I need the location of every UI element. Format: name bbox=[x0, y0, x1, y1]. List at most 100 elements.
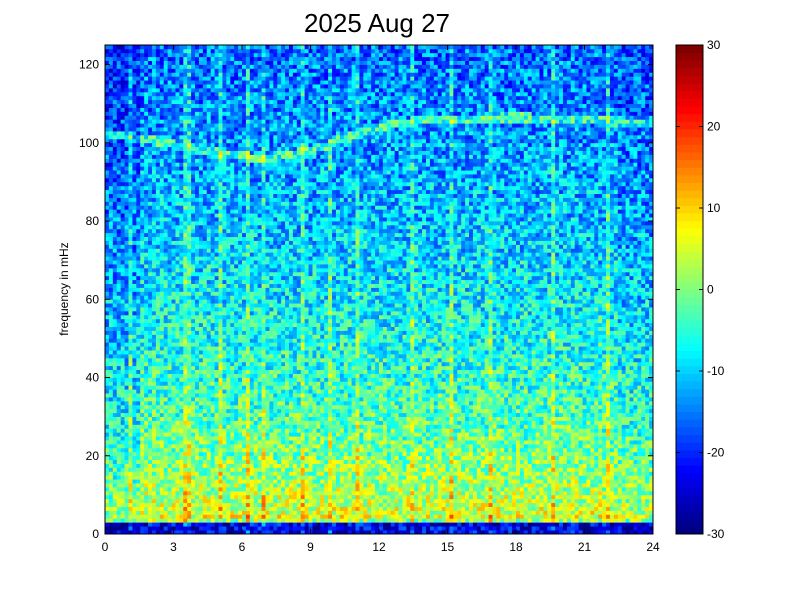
heatmap-cell bbox=[187, 475, 192, 480]
heatmap-cell bbox=[328, 424, 333, 429]
heatmap-cell bbox=[394, 424, 399, 429]
heatmap-cell bbox=[433, 424, 439, 429]
heatmap-cell bbox=[195, 420, 200, 425]
heatmap-cell bbox=[332, 490, 337, 496]
heatmap-cell bbox=[476, 510, 482, 515]
heatmap-cell bbox=[613, 440, 619, 445]
heatmap-cell bbox=[355, 440, 360, 445]
heatmap-cell bbox=[351, 467, 356, 472]
heatmap-cell bbox=[292, 514, 298, 519]
heatmap-cell bbox=[559, 522, 564, 527]
heatmap-cell bbox=[230, 530, 235, 535]
heatmap-cell bbox=[598, 447, 603, 453]
heatmap-cell bbox=[265, 471, 270, 476]
heatmap-cell bbox=[492, 526, 497, 531]
heatmap-cell bbox=[598, 475, 603, 480]
heatmap-cell bbox=[171, 393, 176, 398]
heatmap-cell bbox=[598, 432, 603, 437]
heatmap-cell bbox=[265, 522, 270, 527]
heatmap-cell bbox=[179, 436, 184, 441]
heatmap-cell bbox=[120, 447, 125, 453]
heatmap-cell bbox=[394, 483, 399, 488]
heatmap-cell bbox=[418, 467, 423, 472]
heatmap-cell bbox=[457, 408, 462, 414]
heatmap-cell bbox=[277, 518, 282, 523]
heatmap-cell bbox=[304, 506, 309, 511]
heatmap-cell bbox=[191, 432, 196, 437]
heatmap-cell bbox=[308, 494, 313, 500]
heatmap-cell bbox=[641, 506, 646, 511]
heatmap-cell bbox=[414, 463, 419, 468]
heatmap-cell bbox=[347, 467, 352, 472]
heatmap-cell bbox=[516, 530, 521, 535]
heatmap-cell bbox=[422, 451, 427, 457]
heatmap-cell bbox=[163, 514, 168, 519]
heatmap-cell bbox=[230, 483, 235, 488]
heatmap-cell bbox=[155, 444, 161, 449]
heatmap-cell bbox=[633, 451, 638, 457]
heatmap-cell bbox=[523, 510, 529, 515]
heatmap-cell bbox=[422, 440, 427, 445]
heatmap-cell bbox=[210, 424, 215, 429]
heatmap-cell bbox=[586, 510, 591, 515]
heatmap-cell bbox=[531, 506, 536, 511]
heatmap-cell bbox=[308, 490, 313, 496]
heatmap-cell bbox=[649, 459, 654, 464]
heatmap-cell bbox=[198, 483, 204, 488]
heatmap-cell bbox=[555, 506, 560, 511]
heatmap-cell bbox=[606, 487, 611, 492]
heatmap-cell bbox=[285, 455, 290, 461]
heatmap-cell bbox=[449, 416, 454, 421]
heatmap-cell bbox=[394, 404, 399, 410]
heatmap-cell bbox=[238, 494, 243, 500]
heatmap-cell bbox=[210, 522, 215, 527]
heatmap-cell bbox=[641, 479, 646, 484]
heatmap-cell bbox=[324, 475, 329, 480]
heatmap-cell bbox=[343, 412, 349, 417]
heatmap-cell bbox=[202, 530, 208, 535]
heatmap-cell bbox=[351, 455, 356, 461]
heatmap-cell bbox=[531, 440, 536, 445]
heatmap-cell bbox=[292, 498, 298, 504]
heatmap-cell bbox=[359, 514, 364, 519]
heatmap-cell bbox=[633, 514, 638, 519]
heatmap-cell bbox=[390, 416, 395, 421]
heatmap-cell bbox=[191, 400, 196, 406]
heatmap-cell bbox=[273, 408, 278, 414]
heatmap-cell bbox=[382, 467, 388, 472]
heatmap-cell bbox=[257, 424, 262, 429]
heatmap-cell bbox=[551, 447, 556, 453]
heatmap-cell bbox=[151, 436, 157, 441]
heatmap-cell bbox=[617, 530, 623, 535]
heatmap-cell bbox=[187, 467, 192, 472]
heatmap-cell bbox=[410, 490, 415, 496]
heatmap-cell bbox=[437, 463, 442, 468]
heatmap-cell bbox=[292, 400, 298, 406]
heatmap-cell bbox=[191, 397, 196, 402]
heatmap-cell bbox=[570, 530, 576, 535]
heatmap-cell bbox=[136, 487, 141, 492]
heatmap-cell bbox=[535, 412, 540, 417]
heatmap-cell bbox=[609, 518, 615, 523]
heatmap-cell bbox=[543, 514, 548, 519]
heatmap-cell bbox=[191, 463, 196, 468]
heatmap-cell bbox=[519, 494, 525, 500]
heatmap-cell bbox=[621, 447, 626, 453]
heatmap-cell bbox=[355, 444, 360, 449]
heatmap-cell bbox=[410, 526, 415, 531]
heatmap-cell bbox=[112, 447, 118, 453]
heatmap-cell bbox=[230, 440, 235, 445]
heatmap-cell bbox=[606, 408, 611, 414]
heatmap-cell bbox=[183, 506, 188, 511]
heatmap-cell bbox=[171, 455, 176, 461]
heatmap-cell bbox=[320, 400, 325, 406]
heatmap-cell bbox=[281, 526, 286, 531]
heatmap-cell bbox=[218, 518, 223, 523]
heatmap-cell bbox=[645, 526, 650, 531]
heatmap-cell bbox=[257, 490, 262, 496]
heatmap-cell bbox=[406, 471, 411, 476]
heatmap-cell bbox=[347, 514, 352, 519]
heatmap-cell bbox=[320, 526, 325, 531]
heatmap-cell bbox=[132, 451, 137, 457]
heatmap-cell bbox=[472, 463, 478, 468]
